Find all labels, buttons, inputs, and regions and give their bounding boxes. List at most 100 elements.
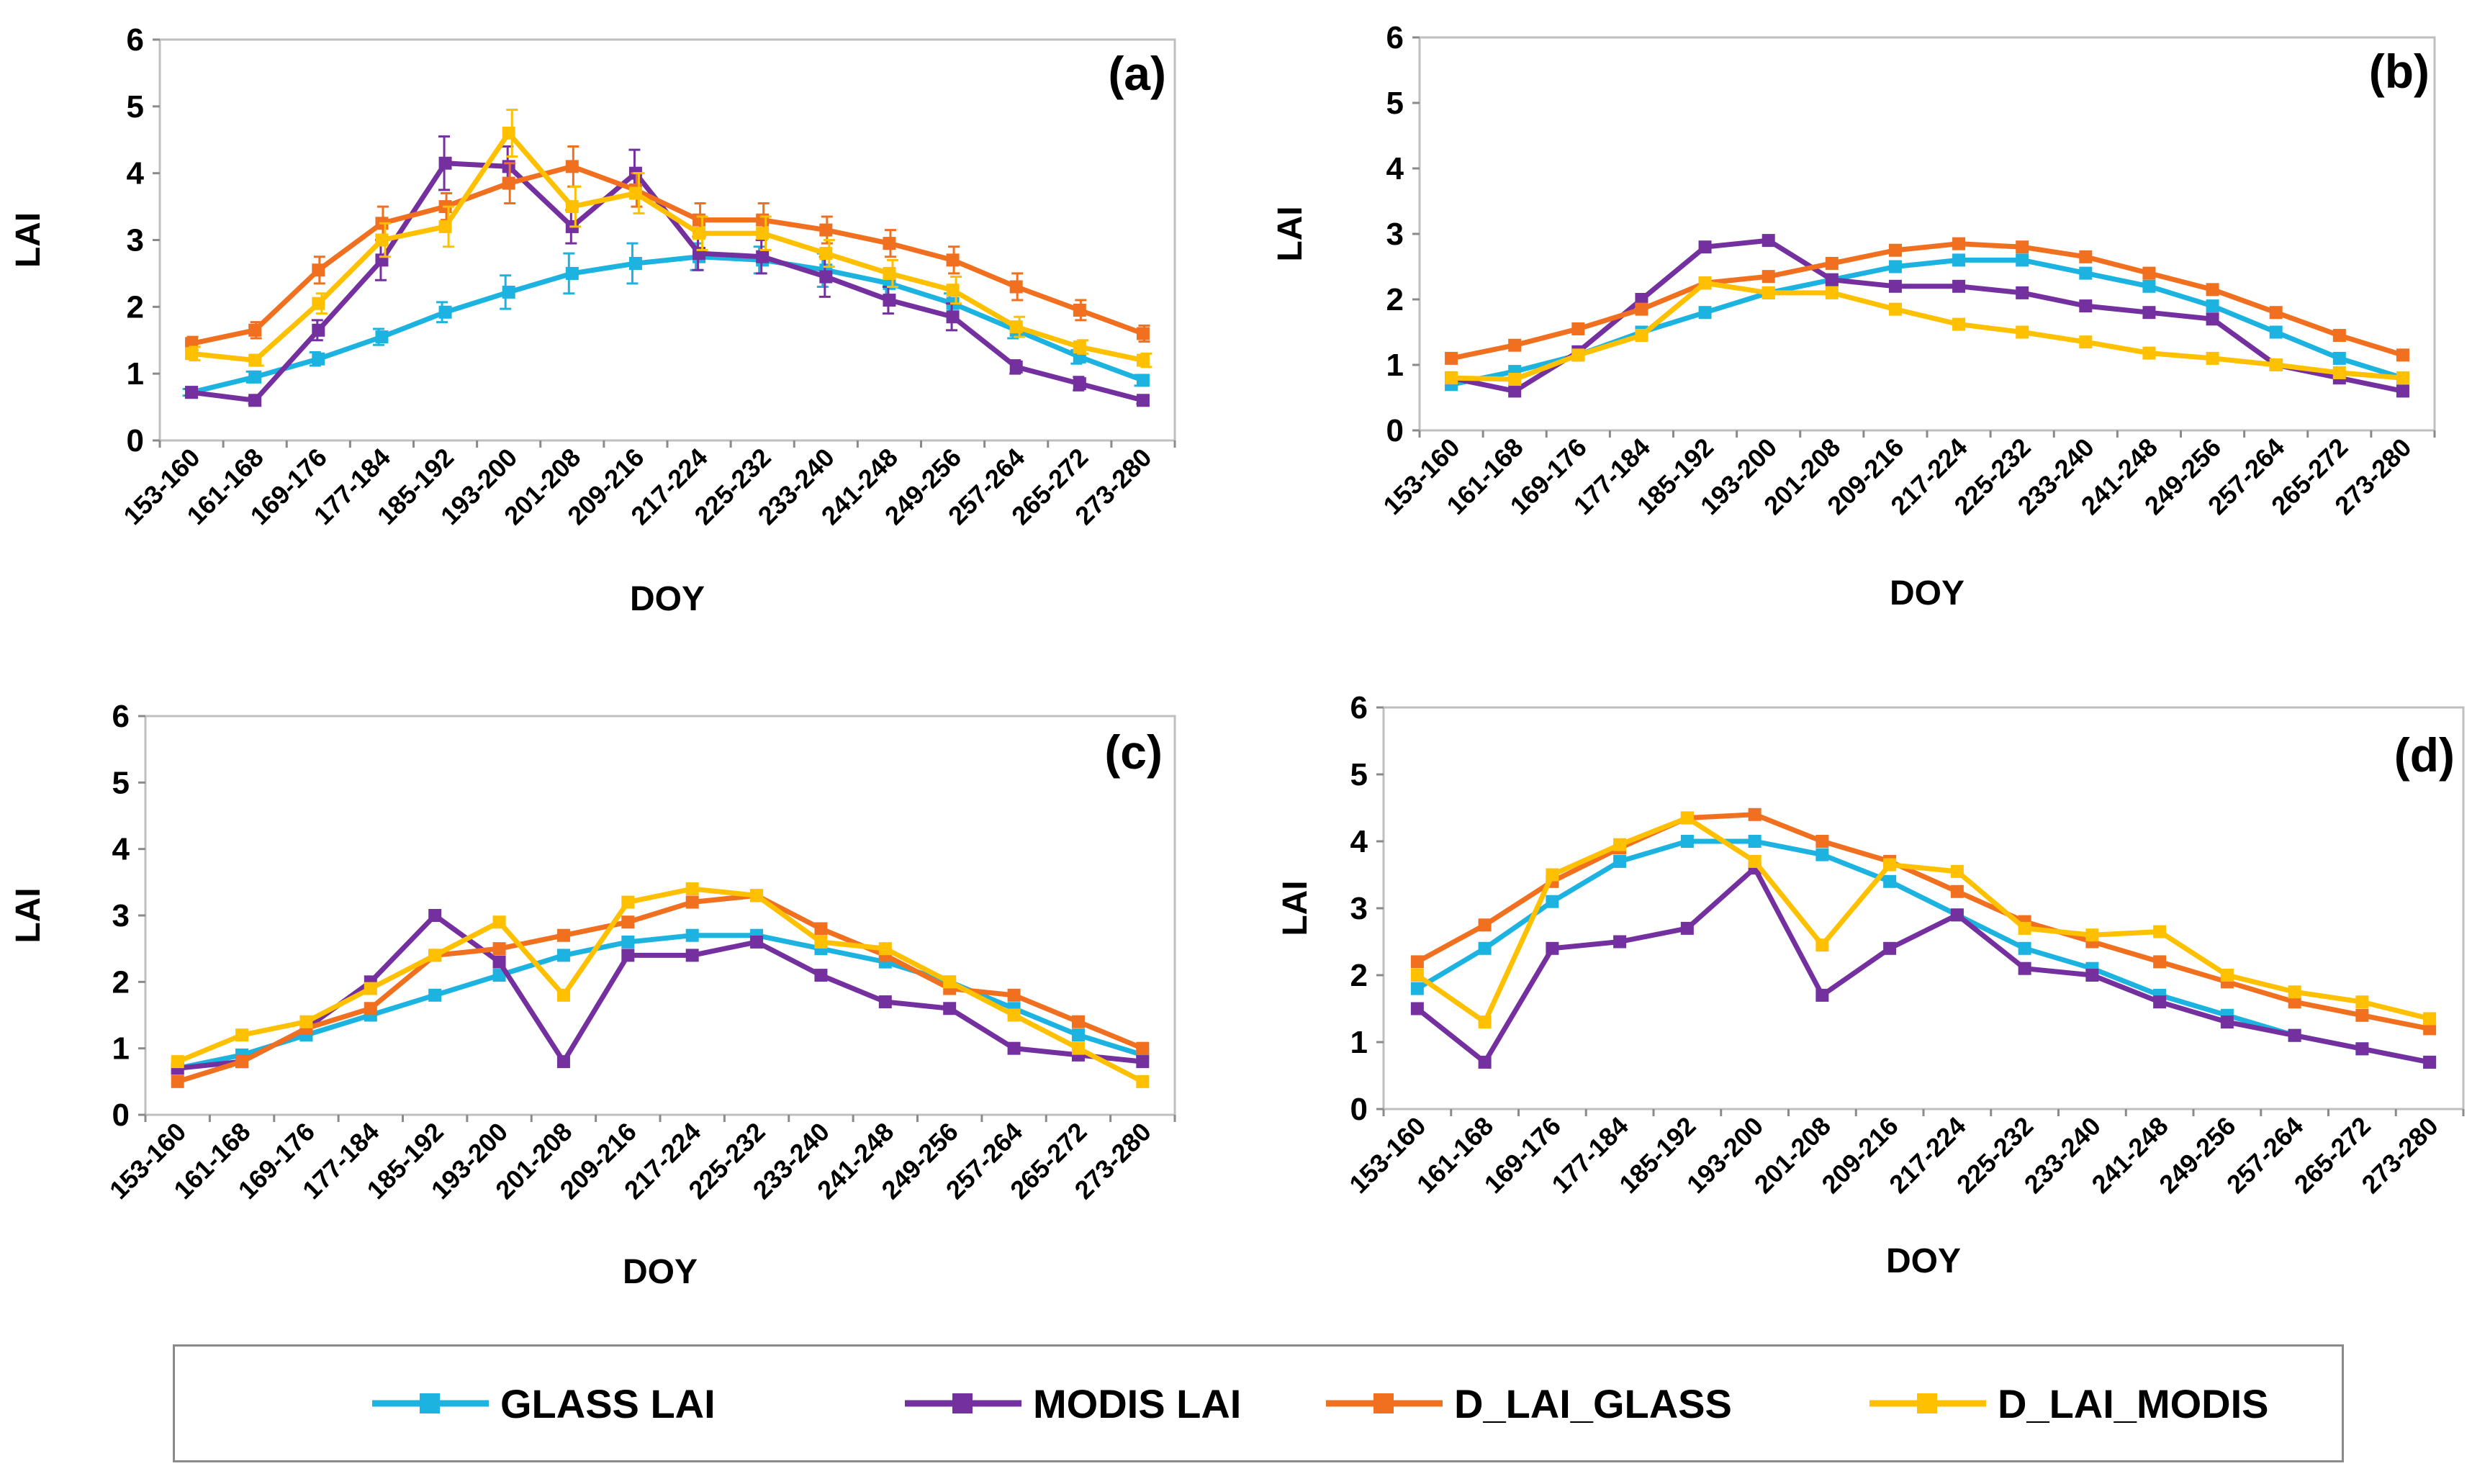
data-point [438,156,452,170]
plot-area-border [144,715,1176,1116]
data-point [2332,351,2346,365]
series-line [1451,241,2404,361]
legend-item-dmodis: D_LAI_MODIS [1867,1347,2269,1460]
data-point [502,285,515,299]
legend-label-dmodis: D_LAI_MODIS [1998,1380,2269,1426]
data-point [1613,935,1627,949]
data-point [565,160,579,173]
data-point [1508,338,1522,352]
series-d-lai-modis [1445,276,2409,386]
data-point [1888,243,1902,257]
y-tick-label: 3 [127,223,144,258]
y-tick-label: 1 [1350,1025,1368,1060]
plot-area-border [1418,36,2436,432]
data-point [1888,260,1902,273]
data-point [946,284,960,297]
x-axis-title: DOY [630,580,705,618]
data-point [1136,1074,1150,1088]
legend-item-dglass: D_LAI_GLASS [1323,1347,1732,1460]
y-tick-label: 6 [1386,20,1404,55]
x-axis-title: DOY [1886,1242,1961,1280]
data-point [438,305,452,319]
data-point [2079,250,2093,263]
legend-label-dglass: D_LAI_GLASS [1454,1380,1732,1426]
data-point [1546,895,1559,908]
data-point [819,223,833,237]
data-point [2206,299,2219,313]
legend-item-modis: MODIS LAI [902,1347,1241,1460]
data-point [2142,306,2156,320]
data-point [1952,253,1966,267]
y-tick-label: 6 [1350,690,1368,725]
plot-area-border [158,38,1176,442]
y-axis-title: LAI [9,212,48,268]
data-point [492,915,506,929]
data-point [2355,1042,2369,1056]
series-d-lai-modis [171,882,1150,1088]
data-point [1071,1041,1085,1055]
series-line [191,130,1144,363]
data-point [2206,283,2219,297]
series-line [1415,815,2430,1025]
legend: GLASS LAI MODIS LAI D_LAI_GLASS D_LAI_MO… [173,1344,2344,1462]
legend-label-modis: MODIS LAI [1033,1380,1242,1426]
data-point [943,975,957,989]
y-tick-label: 4 [1386,151,1404,186]
y-tick-label: 5 [1350,757,1368,792]
data-point [946,253,960,267]
data-point [1478,1055,1492,1069]
data-point [556,928,570,942]
data-point [1508,373,1522,386]
data-point [2079,299,2093,313]
series-line [191,163,1145,346]
data-point [235,1055,249,1069]
data-point [1571,348,1585,362]
data-point [878,995,892,1009]
data-point [1508,384,1522,398]
data-point [2142,346,2156,360]
y-tick-label: 2 [1386,282,1404,317]
series-line [1451,280,2404,382]
x-axis-title: DOY [623,1253,698,1291]
data-point [375,253,389,267]
y-tick-label: 5 [127,89,144,125]
y-tick-label: 2 [1350,958,1368,993]
data-point [502,176,515,190]
data-point [375,233,389,247]
legend-marker-glass [372,1393,489,1413]
data-point [1883,858,1897,872]
data-point [299,1015,313,1028]
legend-item-glass: GLASS LAI [369,1347,716,1460]
data-point [1762,286,1775,299]
data-point [1009,360,1023,374]
data-point [814,969,828,982]
data-point [1007,1008,1021,1022]
data-point [2079,335,2093,349]
data-point [628,186,642,200]
data-point [1445,371,1458,385]
chart-panel-2: 0123456153-160161-168169-176177-184185-1… [1271,20,2436,612]
series-glass-lai [1445,253,2409,392]
data-point [1073,340,1086,354]
data-point [1410,1002,1424,1015]
data-point [1613,838,1627,851]
data-point [364,1002,377,1015]
data-point [428,988,442,1002]
data-point [2269,325,2283,339]
y-tick-label: 0 [127,423,144,458]
data-point [883,294,896,307]
data-point [1680,835,1694,848]
y-tick-label: 5 [112,765,130,800]
data-point [556,949,570,962]
data-point [1635,293,1648,306]
data-point [2142,266,2156,280]
data-point [171,1074,184,1088]
data-point [693,227,706,240]
data-point [621,915,635,929]
data-point [685,882,699,896]
data-point [2153,995,2167,1009]
data-point [1698,276,1712,290]
data-point [2085,928,2099,942]
data-point [2016,253,2029,267]
